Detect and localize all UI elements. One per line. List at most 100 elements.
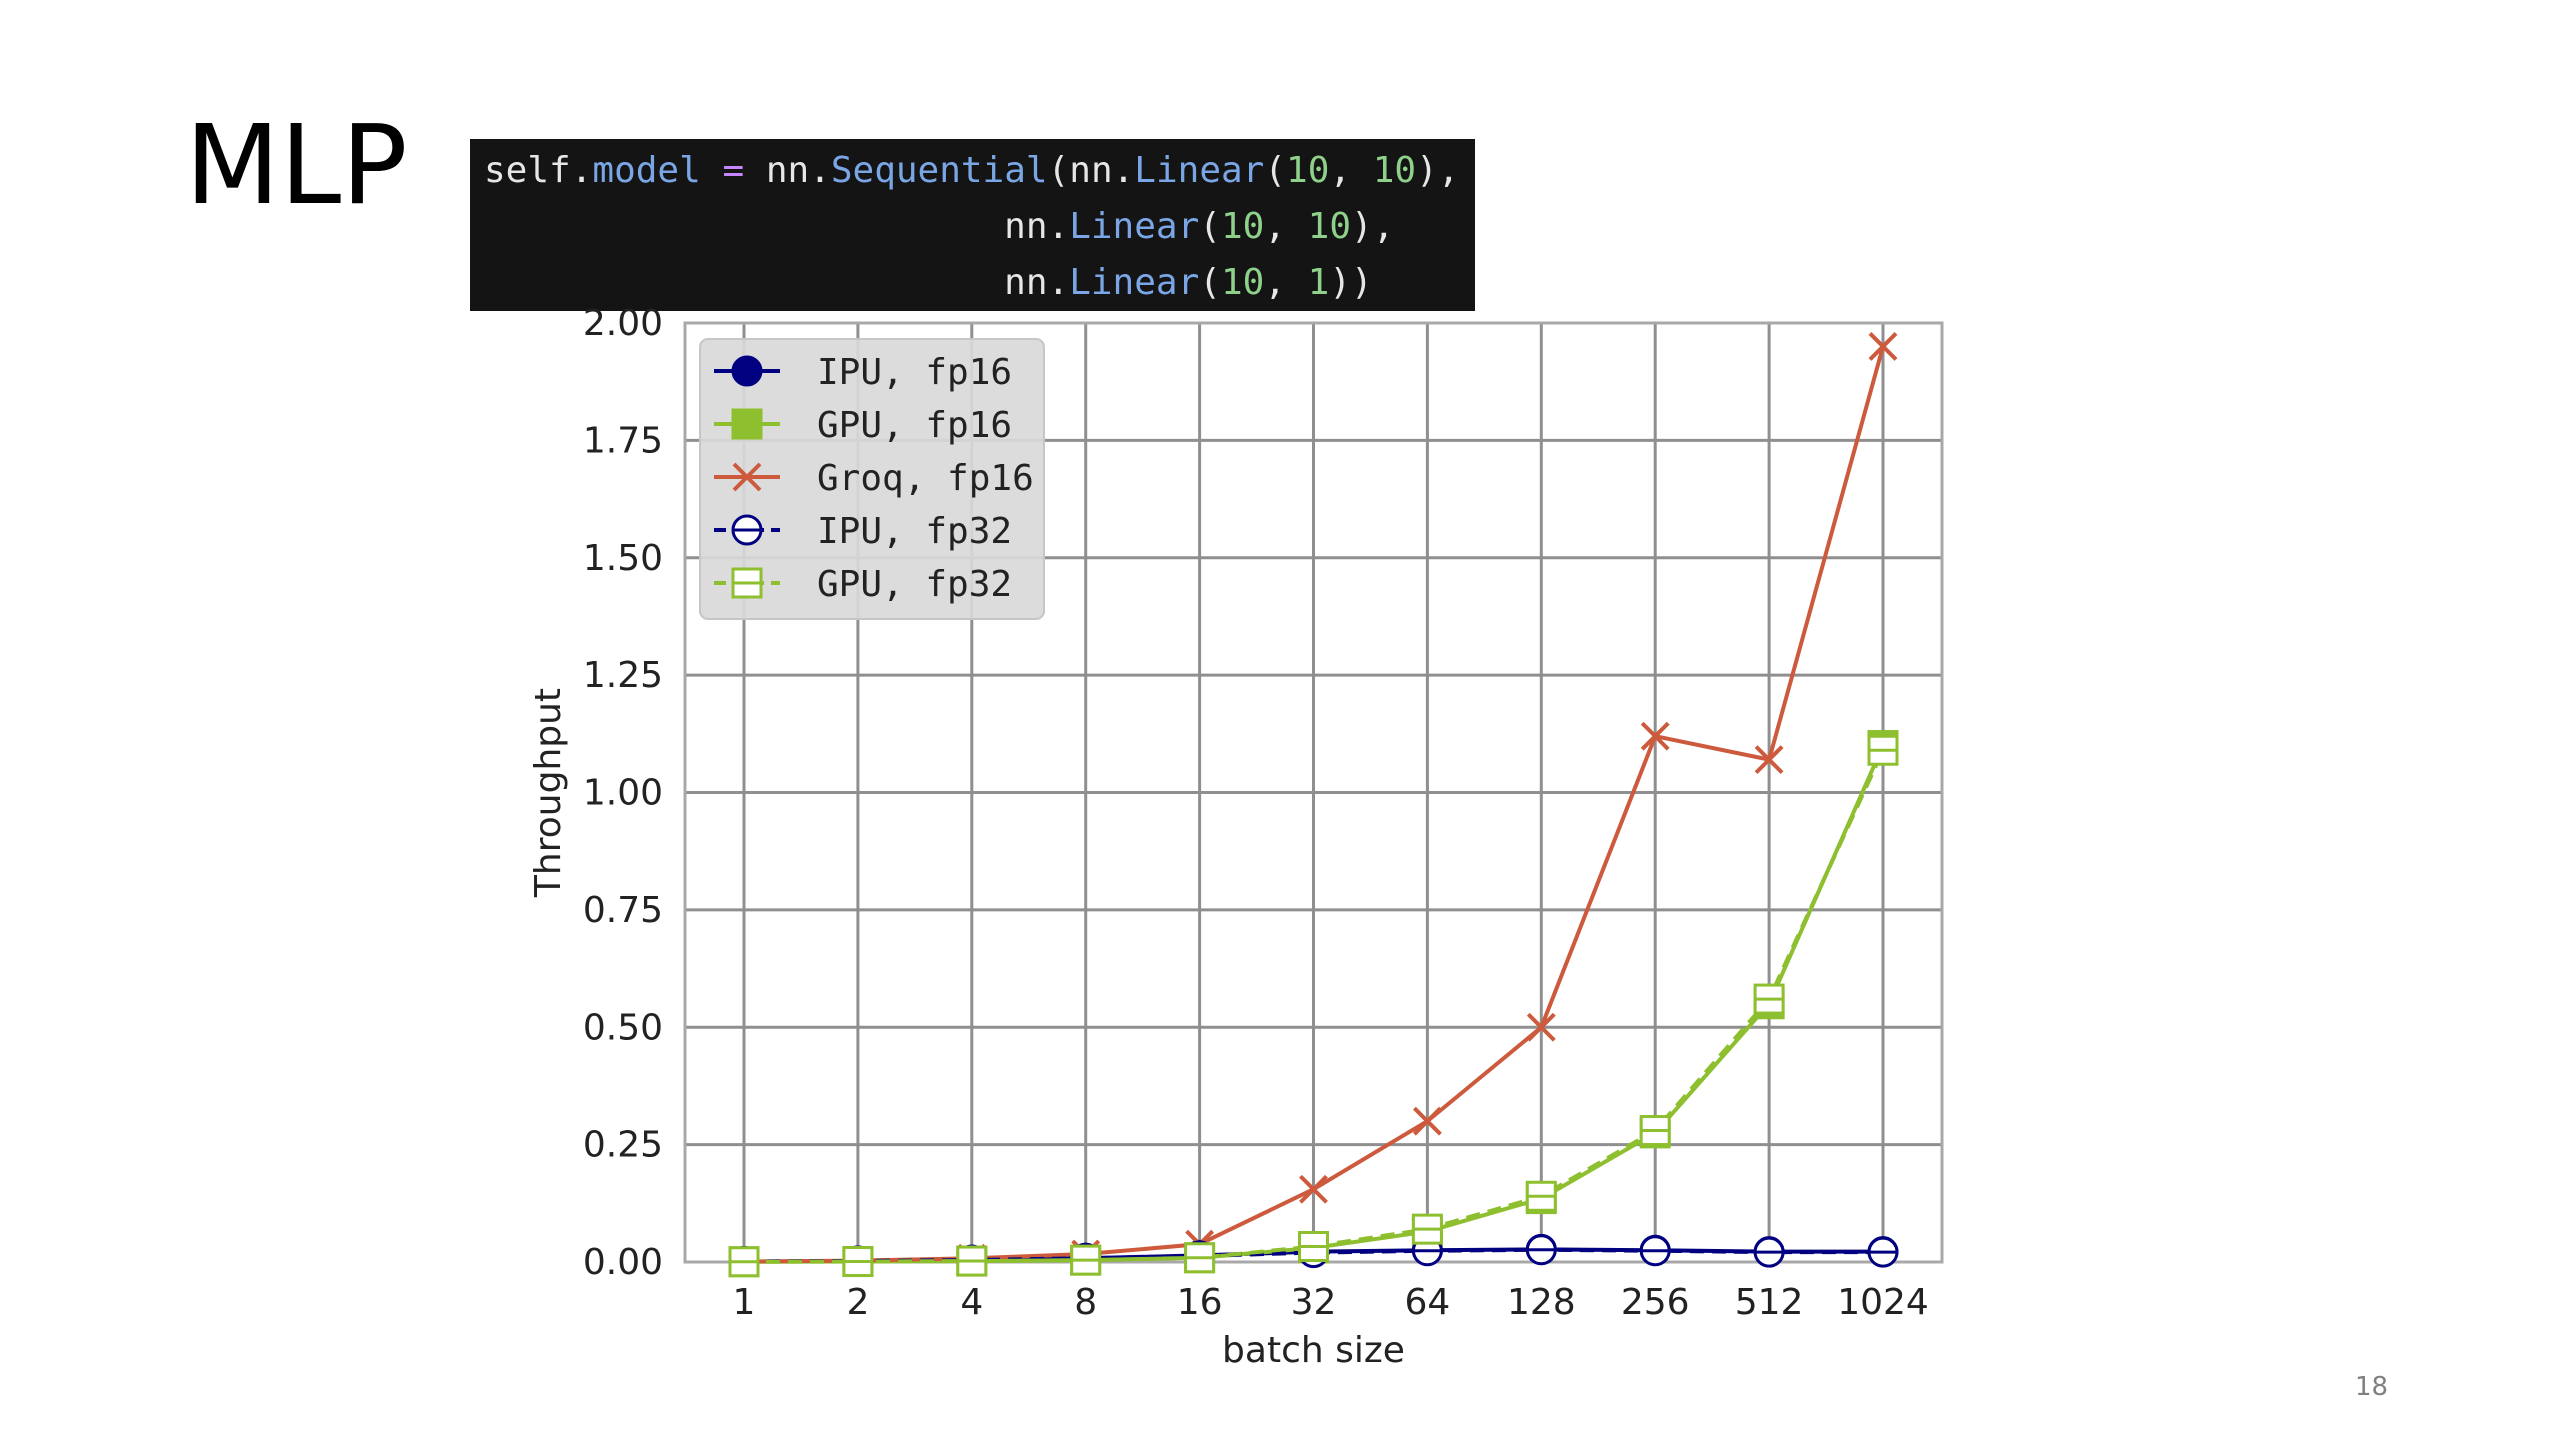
legend-entry: GPU, fp32 — [714, 564, 1012, 605]
data-point — [1639, 1115, 1671, 1147]
code-token: ( — [1264, 150, 1287, 191]
code-token: (nn. — [1047, 150, 1135, 191]
code-token: )) — [1329, 262, 1373, 303]
series-line — [743, 749, 1885, 1264]
data-point — [731, 514, 763, 546]
data-point — [1411, 1213, 1443, 1245]
data-point — [732, 462, 762, 492]
y-tick-label: 1.75 — [583, 420, 663, 461]
data-point — [1299, 1174, 1328, 1204]
point-marker-stroke — [1412, 1106, 1442, 1136]
code-token: 10 — [1286, 150, 1330, 191]
legend-label: IPU, fp16 — [817, 352, 1012, 393]
code-token: 10 — [1220, 206, 1265, 247]
data-point — [1298, 1231, 1329, 1263]
data-point — [956, 1245, 988, 1277]
legend-label: Groq, fp16 — [817, 458, 1034, 499]
x-tick-label: 4 — [960, 1282, 983, 1323]
data-point — [1525, 1180, 1557, 1212]
code-token: self — [484, 150, 571, 191]
y-tick-label: 0.00 — [583, 1242, 663, 1283]
legend-label: GPU, fp32 — [817, 564, 1012, 605]
code-token: , — [1264, 206, 1308, 247]
data-point — [731, 355, 763, 387]
slide-title: MLP — [185, 101, 408, 229]
data-point — [1867, 1236, 1899, 1268]
code-token: ( — [1199, 206, 1221, 247]
y-tick-label: 1.50 — [583, 538, 663, 579]
y-tick-label: 1.25 — [583, 655, 663, 696]
point-marker-stroke — [1868, 332, 1898, 361]
x-tick-label: 1 — [733, 1282, 756, 1323]
code-token: 10 — [1307, 206, 1352, 247]
data-point — [1070, 1244, 1102, 1276]
point-marker — [731, 355, 763, 387]
code-token: = — [722, 150, 745, 191]
point-marker-stroke — [1754, 745, 1784, 775]
data-point — [1639, 1235, 1671, 1267]
legend-entry: IPU, fp32 — [714, 511, 1012, 552]
data-point — [1525, 1234, 1557, 1266]
code-token: Linear — [1069, 206, 1200, 247]
y-tick-label: 2.00 — [583, 303, 663, 344]
code-line: nn.Linear(10, 10), — [484, 209, 1394, 245]
code-token: ( — [1199, 262, 1221, 303]
x-tick-label: 512 — [1735, 1282, 1804, 1323]
y-tick-label: 0.25 — [583, 1125, 663, 1166]
point-marker — [731, 408, 763, 440]
code-token: . — [570, 150, 593, 191]
code-token: 10 — [1372, 150, 1417, 191]
legend-entry: Groq, fp16 — [714, 458, 1034, 499]
series-gpu-fp32 — [728, 734, 1899, 1278]
code-token: ), — [1416, 150, 1460, 191]
data-point — [728, 1246, 760, 1278]
x-tick-label: 32 — [1291, 1282, 1337, 1323]
code-token: nn. — [744, 150, 831, 191]
code-snippet: self.model = nn.Sequential(nn.Linear(10,… — [470, 139, 1475, 311]
data-point — [1753, 1236, 1785, 1268]
y-tick-label: 1.00 — [583, 773, 663, 814]
data-point — [1868, 332, 1898, 361]
legend-label: GPU, fp16 — [817, 405, 1012, 446]
legend: IPU, fp16 GPU, fp16 Groq, fp16 IPU, fp32 GPU… — [699, 338, 1045, 620]
point-marker-stroke — [1299, 1174, 1328, 1204]
code-token: model — [592, 150, 701, 191]
code-line: self.model = nn.Sequential(nn.Linear(10,… — [484, 153, 1459, 189]
code-token: ), — [1351, 206, 1395, 247]
code-token: , — [1264, 262, 1308, 303]
point-marker-stroke — [1526, 1012, 1556, 1042]
y-tick-label: 0.75 — [583, 890, 663, 931]
x-tick-label: 8 — [1074, 1282, 1097, 1323]
legend-box — [699, 338, 1045, 620]
x-tick-label: 256 — [1621, 1282, 1690, 1323]
x-tick-label: 2 — [846, 1282, 869, 1323]
legend-entry: IPU, fp16 — [714, 352, 1012, 393]
code-token: 1 — [1307, 262, 1330, 303]
y-axis-label: Throughput — [528, 688, 569, 898]
code-token: Sequential — [830, 150, 1048, 191]
code-line: nn.Linear(10, 1)) — [484, 265, 1373, 301]
code-token: Linear — [1069, 262, 1200, 303]
legend-entry: GPU, fp16 — [714, 405, 1012, 446]
data-point — [842, 1246, 874, 1278]
x-tick-label: 1024 — [1837, 1282, 1929, 1323]
data-point — [731, 408, 763, 440]
x-tick-label: 64 — [1404, 1282, 1450, 1323]
code-token: nn. — [484, 206, 1070, 247]
data-point — [1640, 721, 1670, 751]
data-point — [1184, 1242, 1216, 1274]
x-tick-label: 128 — [1507, 1282, 1576, 1323]
code-token: Linear — [1134, 150, 1265, 191]
code-token: , — [1329, 150, 1373, 191]
x-axis-label: batch size — [1222, 1330, 1405, 1371]
data-point — [1867, 734, 1899, 766]
data-point — [1412, 1106, 1442, 1136]
data-point — [731, 567, 763, 599]
code-token: nn. — [484, 262, 1070, 303]
data-point — [1754, 745, 1784, 775]
data-point — [1526, 1012, 1556, 1042]
point-marker-stroke — [1640, 721, 1670, 751]
point-marker-stroke — [732, 462, 762, 492]
code-token: 10 — [1220, 262, 1265, 303]
data-point — [1753, 983, 1785, 1015]
